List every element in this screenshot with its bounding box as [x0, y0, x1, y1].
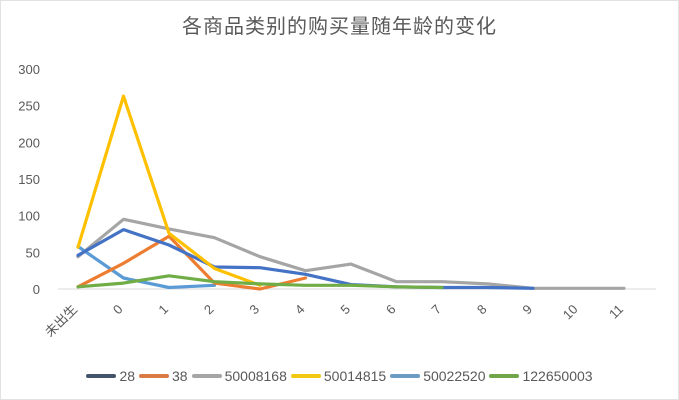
legend-item-50022520: 50022520 [390, 368, 485, 384]
series-line-28 [76, 228, 535, 290]
series-line-38 [76, 234, 308, 291]
legend-label: 38 [172, 368, 188, 384]
x-tick-label: 6 [383, 302, 399, 318]
x-tick-label: 1 [155, 302, 171, 318]
legend-swatch [86, 374, 117, 378]
x-tick-label: 3 [246, 302, 262, 318]
legend-item-50008168: 50008168 [191, 368, 287, 384]
legend-label: 122650003 [522, 368, 593, 384]
x-tick-label: 8 [474, 302, 490, 318]
x-tick-label: 9 [519, 302, 535, 318]
legend-label: 28 [119, 368, 136, 384]
y-tick-label: 200 [18, 135, 40, 150]
legend-item-122650003: 122650003 [489, 368, 593, 384]
legend-label: 50022520 [423, 368, 486, 384]
x-tick-label: 7 [428, 302, 444, 318]
legend: 28 38 50008168 50014815 50022520 122650003 [0, 368, 679, 384]
legend-item-38: 38 [139, 368, 188, 384]
y-tick-label: 0 [33, 282, 40, 297]
x-axis: 未出生 0 1 2 3 4 5 6 7 8 9 10 11 [42, 302, 626, 340]
x-tick-label: 未出生 [42, 302, 80, 340]
y-axis: 0 50 100 150 200 250 300 [18, 62, 656, 297]
legend-swatch [139, 374, 170, 378]
y-tick-label: 100 [18, 209, 40, 224]
series-line-122650003 [76, 274, 444, 290]
x-tick-label: 0 [110, 302, 126, 318]
legend-swatch [191, 374, 222, 378]
legend-label: 50014815 [323, 368, 387, 384]
x-tick-label: 5 [337, 302, 353, 318]
y-tick-label: 50 [26, 245, 40, 260]
legend-item-28: 28 [86, 368, 135, 384]
legend-item-50014815: 50014815 [290, 368, 387, 384]
legend-swatch [489, 374, 520, 378]
y-tick-label: 150 [18, 172, 40, 187]
y-tick-label: 300 [18, 62, 40, 77]
x-tick-label: 10 [560, 302, 581, 323]
series-line-50014815 [76, 94, 262, 287]
series-line-50022520 [76, 244, 217, 290]
legend-swatch [290, 374, 321, 378]
x-tick-label: 2 [201, 302, 217, 318]
x-tick-label: 11 [606, 302, 626, 322]
x-tick-label: 4 [292, 302, 308, 318]
series-lines [76, 94, 626, 291]
y-tick-label: 250 [18, 99, 40, 114]
legend-swatch [390, 374, 421, 378]
legend-label: 50008168 [224, 368, 287, 384]
chart-title: 各商品类别的购买量随年龄的变化 [182, 14, 497, 38]
